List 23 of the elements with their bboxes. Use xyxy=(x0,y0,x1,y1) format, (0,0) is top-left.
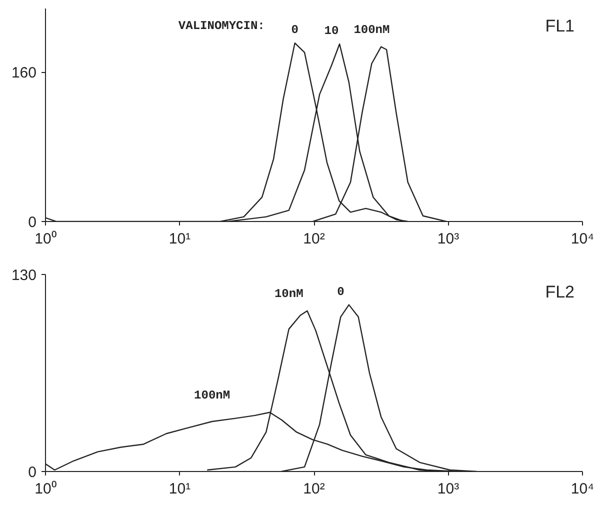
x-tick-label: 10³ xyxy=(437,480,460,498)
x-tick-label: 10¹ xyxy=(168,480,191,498)
x-tick-label: 10² xyxy=(303,230,325,248)
chart-title: FL1 xyxy=(545,16,575,36)
annotation: VALINOMYCIN: xyxy=(178,19,265,34)
x-tick-label: 10⁰ xyxy=(34,480,56,498)
y-tick-label: 130 xyxy=(11,267,37,284)
series-label: 100nM xyxy=(194,388,230,402)
y-tick-label: 160 xyxy=(11,64,37,82)
series-label: 100nM xyxy=(354,22,390,37)
x-tick-label: 10⁴ xyxy=(570,480,594,498)
y-tick-label: 0 xyxy=(28,464,36,481)
x-tick-label: 10⁰ xyxy=(34,230,56,248)
x-tick-label: 10¹ xyxy=(168,230,191,248)
x-tick-label: 10² xyxy=(303,480,325,498)
series-label: 0 xyxy=(337,284,344,299)
series-label: 10nM xyxy=(274,286,304,301)
x-tick-label: 10⁴ xyxy=(570,230,594,248)
y-tick-label: 0 xyxy=(28,214,36,231)
x-tick-label: 10³ xyxy=(437,230,460,248)
series-label: 10 xyxy=(324,24,339,38)
text: FL2 xyxy=(545,282,575,302)
series-label: 0 xyxy=(291,23,298,38)
